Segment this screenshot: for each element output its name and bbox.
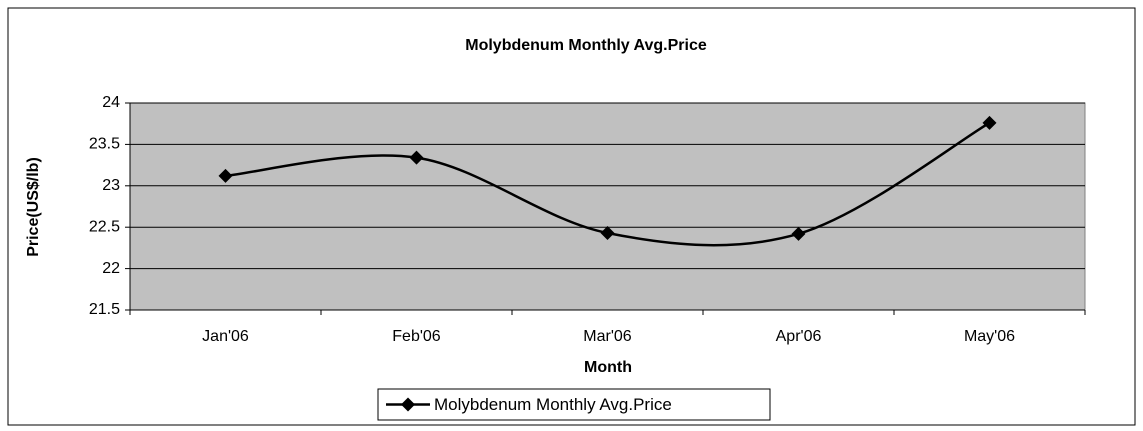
- x-tick-label: Jan'06: [202, 328, 249, 345]
- y-tick-label: 23.5: [89, 136, 120, 153]
- y-tick-label: 23: [102, 177, 120, 194]
- legend-label: Molybdenum Monthly Avg.Price: [434, 395, 672, 414]
- x-tick-label: Mar'06: [583, 328, 632, 345]
- point-marker: [600, 225, 615, 240]
- point-marker: [409, 150, 424, 165]
- y-axis-title: Price(US$/lb): [25, 157, 42, 257]
- point-marker: [982, 115, 997, 130]
- legend-marker: [401, 397, 415, 412]
- point-marker: [218, 168, 233, 183]
- y-tick-label: 22: [102, 260, 120, 277]
- y-tick-label: 21.5: [89, 301, 120, 318]
- legend: [377, 388, 771, 421]
- x-tick-label: Apr'06: [776, 328, 822, 345]
- y-tick-label: 24: [102, 94, 120, 111]
- x-axis-title: Month: [584, 359, 632, 376]
- x-tick-label: Feb'06: [392, 328, 441, 345]
- x-tick-label: May'06: [964, 328, 1015, 345]
- point-marker: [791, 226, 806, 241]
- plot-area: [129, 102, 1086, 311]
- chart-title: Molybdenum Monthly Avg.Price: [465, 37, 707, 54]
- y-tick-label: 22.5: [89, 218, 120, 235]
